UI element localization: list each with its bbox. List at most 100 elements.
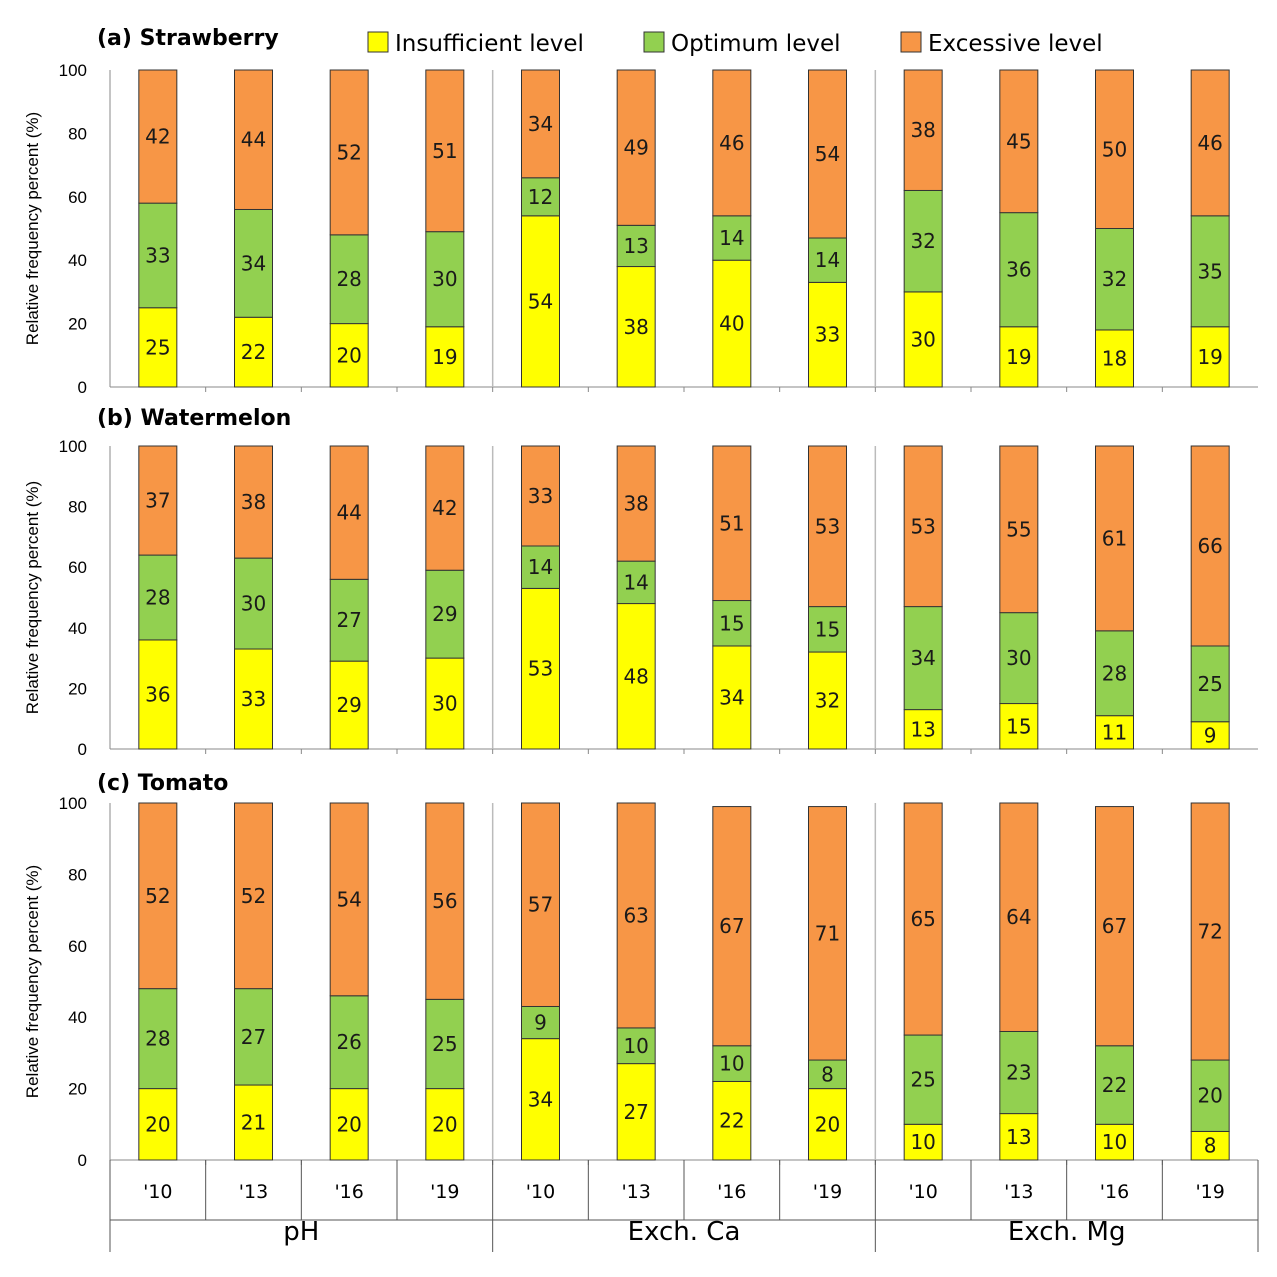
bar-segment-excessive <box>521 69 560 179</box>
legend-swatch-insufficient <box>367 31 389 53</box>
bar-data-label-insufficient: 9 <box>1204 723 1217 747</box>
bar-data-label-optimum: 30 <box>432 267 457 291</box>
bar-segment-excessive <box>138 802 178 990</box>
bar-data-label-insufficient: 25 <box>145 335 170 359</box>
bar-segment-insufficient <box>712 1080 752 1161</box>
bar-segment-excessive <box>521 445 560 547</box>
bar-data-label-optimum: 26 <box>336 1030 361 1054</box>
bar-segment-optimum <box>329 234 369 325</box>
bar-data-label-insufficient: 20 <box>815 1112 840 1136</box>
bar-segment-optimum <box>616 1027 656 1065</box>
bar-data-label-optimum: 36 <box>1006 258 1031 282</box>
bar-segment-excessive <box>712 806 752 1047</box>
bar-segment-excessive <box>138 445 178 556</box>
bar-segment-excessive <box>234 802 273 990</box>
bar-segment-optimum <box>999 1030 1039 1115</box>
y-tick-label: 100 <box>59 437 87 456</box>
bar-segment-insufficient <box>903 709 943 750</box>
panel-title-0: (a) Strawberry <box>97 26 279 51</box>
bar-segment-insufficient <box>425 326 465 388</box>
y-tick-label: 20 <box>68 315 87 334</box>
bar-data-label-optimum: 29 <box>432 602 457 626</box>
bar-segment-insufficient <box>138 1088 178 1161</box>
bar-segment-excessive <box>521 802 560 1007</box>
y-tick-label: 80 <box>68 498 87 517</box>
bar-segment-excessive <box>616 69 656 226</box>
bar-data-label-optimum: 35 <box>1197 259 1222 283</box>
bar-segment-optimum <box>234 557 273 650</box>
bar-segment-optimum <box>903 189 943 293</box>
bar-data-label-excessive: 64 <box>1006 905 1031 929</box>
bar-data-label-optimum: 25 <box>1197 672 1222 696</box>
bar-data-label-optimum: 23 <box>1006 1061 1031 1085</box>
bar-data-label-excessive: 46 <box>1197 131 1222 155</box>
bar-segment-optimum <box>808 606 847 653</box>
bar-segment-optimum <box>521 1005 560 1040</box>
bar-data-label-optimum: 27 <box>241 1025 266 1049</box>
bar-segment-insufficient <box>1095 329 1134 388</box>
bar-data-label-insufficient: 21 <box>241 1111 266 1135</box>
bar-segment-insufficient <box>329 660 369 750</box>
bar-segment-insufficient <box>616 1063 656 1161</box>
bar-data-label-optimum: 34 <box>910 646 935 670</box>
y-tick-label: 0 <box>78 1151 87 1170</box>
bar-segment-excessive <box>808 69 847 239</box>
bar-data-label-optimum: 14 <box>528 555 553 579</box>
group-label-1: Exch. Ca <box>628 1217 741 1247</box>
bar-data-label-excessive: 54 <box>815 142 840 166</box>
bar-data-label-optimum: 13 <box>623 234 648 258</box>
bar-segment-excessive <box>425 802 465 1000</box>
y-tick-label: 60 <box>68 937 87 956</box>
bar-data-label-excessive: 46 <box>719 131 744 155</box>
bar-segment-excessive <box>616 445 656 562</box>
bar-segment-excessive <box>999 445 1039 614</box>
bar-segment-optimum <box>1190 645 1230 723</box>
bar-data-label-excessive: 51 <box>719 511 744 535</box>
bar-data-label-optimum: 32 <box>910 229 935 253</box>
bar-segment-insufficient <box>903 291 943 388</box>
y-tick-label: 100 <box>59 794 87 813</box>
y-tick-label: 60 <box>68 188 87 207</box>
bar-data-label-excessive: 50 <box>1102 137 1127 161</box>
group-label-2: Exch. Mg <box>1008 1217 1126 1247</box>
bar-segment-optimum <box>616 560 656 605</box>
bar-segment-insufficient <box>234 648 273 750</box>
bar-segment-insufficient <box>1190 1130 1230 1161</box>
bar-segment-insufficient <box>999 1113 1039 1161</box>
bar-data-label-excessive: 52 <box>336 140 361 164</box>
bar-segment-optimum <box>808 1059 847 1090</box>
bar-segment-optimum <box>1095 1045 1134 1125</box>
y-tick-label: 100 <box>59 61 87 80</box>
bar-segment-excessive <box>808 445 847 608</box>
bar-segment-insufficient <box>425 657 465 750</box>
bar-segment-optimum <box>425 231 465 328</box>
bar-segment-optimum <box>521 545 560 589</box>
bar-data-label-optimum: 33 <box>145 243 170 267</box>
bar-data-label-excessive: 38 <box>623 492 648 516</box>
x-tick-year-label: '19 <box>430 1181 459 1203</box>
bar-segment-excessive <box>1095 69 1134 229</box>
bar-data-label-insufficient: 19 <box>1006 345 1031 369</box>
bar-segment-excessive <box>712 445 752 602</box>
bar-segment-optimum <box>1095 228 1134 331</box>
bar-data-label-excessive: 42 <box>432 496 457 520</box>
x-tick-year-label: '10 <box>526 1181 555 1203</box>
bar-segment-insufficient <box>903 1123 943 1161</box>
legend-swatch-excessive <box>900 31 922 53</box>
legend-swatch-optimum <box>643 31 665 53</box>
y-axis-label-1: Relative frequency percent (%) <box>23 481 42 714</box>
bar-data-label-excessive: 44 <box>336 501 361 525</box>
x-tick-year-label: '19 <box>813 1181 842 1203</box>
bar-data-label-insufficient: 33 <box>241 687 266 711</box>
bar-data-label-optimum: 12 <box>528 185 553 209</box>
bar-segment-excessive <box>329 802 369 997</box>
bar-segment-insufficient <box>521 215 560 388</box>
bar-data-label-optimum: 15 <box>719 611 744 635</box>
x-tick-year-label: '13 <box>621 1181 650 1203</box>
legend-label-insufficient: Insufficient level <box>395 31 584 57</box>
bar-segment-insufficient <box>808 281 847 388</box>
panel-title-1: (b) Watermelon <box>97 406 291 431</box>
bar-data-label-optimum: 15 <box>815 617 840 641</box>
bar-data-label-insufficient: 48 <box>623 664 648 688</box>
